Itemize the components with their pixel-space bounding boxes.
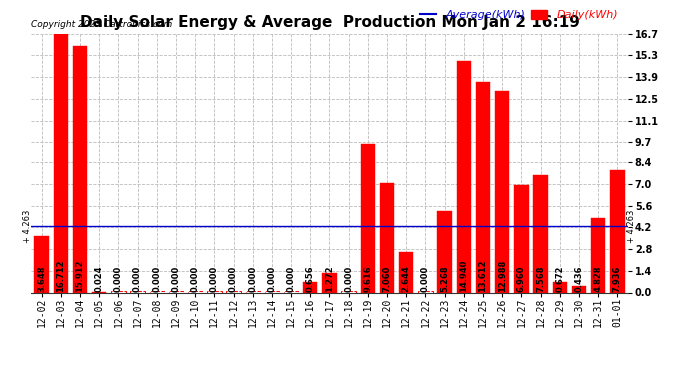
Text: 0.000: 0.000 <box>229 266 238 292</box>
Text: 9.616: 9.616 <box>364 266 373 292</box>
Text: 4.828: 4.828 <box>593 266 602 292</box>
Bar <box>342 291 356 292</box>
Bar <box>130 291 145 292</box>
Text: 0.436: 0.436 <box>575 266 584 292</box>
Bar <box>514 184 529 292</box>
Text: 0.000: 0.000 <box>210 266 219 292</box>
Text: 13.612: 13.612 <box>478 260 488 292</box>
Bar <box>361 144 375 292</box>
Title: Daily Solar Energy & Average  Production Mon Jan 2 16:19: Daily Solar Energy & Average Production … <box>79 15 580 30</box>
Text: 0.000: 0.000 <box>421 266 430 292</box>
Bar <box>265 291 279 292</box>
Bar <box>111 291 126 292</box>
Bar <box>572 286 586 292</box>
Text: 7.568: 7.568 <box>536 266 545 292</box>
Text: 0.000: 0.000 <box>268 266 277 292</box>
Text: 0.000: 0.000 <box>286 266 295 292</box>
Text: + 4.263: + 4.263 <box>23 210 32 243</box>
Text: + 4.263: + 4.263 <box>627 210 636 243</box>
Text: 1.272: 1.272 <box>325 266 334 292</box>
Bar <box>610 170 624 292</box>
Bar <box>380 183 394 292</box>
Text: 16.712: 16.712 <box>57 260 66 292</box>
Text: 0.000: 0.000 <box>171 266 181 292</box>
Text: 3.648: 3.648 <box>37 266 46 292</box>
Bar <box>533 175 548 292</box>
Bar <box>553 282 567 292</box>
Text: 2.644: 2.644 <box>402 266 411 292</box>
Bar <box>246 291 260 292</box>
Bar <box>399 252 413 292</box>
Bar <box>72 46 87 292</box>
Bar <box>476 82 490 292</box>
Text: 0.000: 0.000 <box>190 266 199 292</box>
Text: 14.940: 14.940 <box>460 260 469 292</box>
Bar <box>169 291 183 292</box>
Text: 0.024: 0.024 <box>95 266 103 292</box>
Text: 0.672: 0.672 <box>555 266 564 292</box>
Text: 0.000: 0.000 <box>152 266 161 292</box>
Text: 12.988: 12.988 <box>497 260 506 292</box>
Bar <box>591 218 605 292</box>
Bar <box>150 291 164 292</box>
Text: Copyright 2023 Cartronics.com: Copyright 2023 Cartronics.com <box>31 20 172 28</box>
Bar <box>322 273 337 292</box>
Text: 0.000: 0.000 <box>133 266 142 292</box>
Bar <box>303 282 317 292</box>
Text: 0.000: 0.000 <box>344 266 353 292</box>
Bar <box>34 236 49 292</box>
Bar <box>54 34 68 292</box>
Text: 15.912: 15.912 <box>75 260 84 292</box>
Bar <box>188 291 202 292</box>
Text: 7.060: 7.060 <box>382 266 391 292</box>
Text: 5.268: 5.268 <box>440 266 449 292</box>
Bar <box>284 291 298 292</box>
Bar <box>495 91 509 292</box>
Legend: Average(kWh), Daily(kWh): Average(kWh), Daily(kWh) <box>415 6 622 25</box>
Text: 0.000: 0.000 <box>248 266 257 292</box>
Bar <box>437 211 452 292</box>
Text: 0.656: 0.656 <box>306 266 315 292</box>
Text: 7.936: 7.936 <box>613 266 622 292</box>
Bar <box>457 61 471 292</box>
Bar <box>226 291 241 292</box>
Bar <box>418 291 433 292</box>
Text: 0.000: 0.000 <box>114 266 123 292</box>
Bar <box>207 291 221 292</box>
Text: 6.960: 6.960 <box>517 266 526 292</box>
